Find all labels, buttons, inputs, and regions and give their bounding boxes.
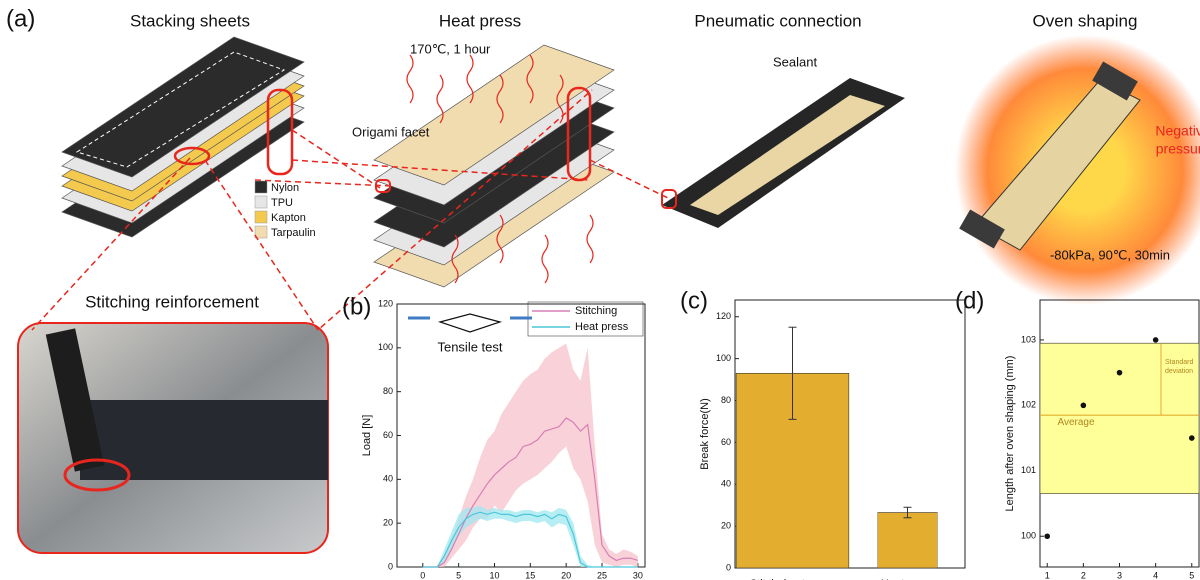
x-tick-label: 3 [1117,570,1122,580]
y-tick-label: 101 [1021,465,1036,475]
stitching-title: Stitching reinforcement [85,292,259,311]
legend-swatch [255,181,267,193]
y-tick-label: 0 [388,561,393,571]
y-tick-label: 60 [721,437,731,447]
data-point [1117,370,1123,376]
annotation: Negative [1155,123,1200,139]
step-title: Heat press [439,11,521,30]
step-title: Stacking sheets [130,11,250,30]
y-axis-label: Break force(N) [699,398,711,470]
y-axis-label: Load [N] [361,415,373,457]
annotation: pressure [1156,141,1200,157]
data-point [1044,533,1050,539]
photo-fabric [80,400,328,480]
x-tick-label: 0 [420,570,425,580]
annotation: -80kPa, 90℃, 30min [1050,247,1170,262]
y-tick-label: 40 [383,474,393,484]
y-tick-label: 103 [1021,334,1036,344]
y-tick-label: 20 [721,521,731,531]
y-tick-label: 80 [721,395,731,405]
annotation: Standard [1165,359,1194,366]
panel-label: (b) [342,293,371,320]
y-tick-label: 40 [721,479,731,489]
x-tick-label: 1 [1045,570,1050,580]
legend-label: TPU [271,197,293,209]
legend-label: Nylon [271,182,299,194]
x-tick-label: 5 [456,570,461,580]
heat-wave [407,55,413,103]
y-tick-label: 20 [383,518,393,528]
x-tick-label: 2 [1081,570,1086,580]
heat-wave [542,235,548,283]
y-tick-label: 102 [1021,400,1036,410]
y-tick-label: 100 [1021,531,1036,541]
step-title: Oven shaping [1033,11,1138,30]
y-tick-label: 120 [716,311,731,321]
legend-label: Kapton [271,212,306,224]
legend-label: Stitching [575,305,617,317]
y-tick-label: 0 [726,562,731,572]
paper-icon [440,314,500,332]
legend-swatch [255,226,267,238]
x-tick-label: 4 [1153,570,1158,580]
panel-label: (c) [680,287,708,314]
annotation: deviation [1165,368,1193,375]
heat-wave [587,215,593,263]
y-axis-label: Length after oven shaping (mm) [1004,356,1016,512]
y-tick-label: 120 [378,298,393,308]
annotation: Average [1057,417,1095,428]
y-tick-label: 80 [383,386,393,396]
legend-swatch [255,196,267,208]
legend-label: Tarpaulin [271,227,316,239]
panel-label: (a) [6,5,35,32]
annotation: Origami facet [352,124,430,139]
x-tick-label: 5 [1189,570,1194,580]
x-tick-label: 25 [597,570,607,580]
legend-label: Heat press [575,321,629,333]
y-tick-label: 60 [383,430,393,440]
panel-label: (d) [955,287,984,314]
y-tick-label: 100 [716,353,731,363]
origami [690,95,885,215]
annotation: Tensile test [437,339,502,354]
data-point [1189,435,1195,441]
x-tick-label: 10 [489,570,499,580]
bar [878,513,938,568]
legend-swatch [255,211,267,223]
figure: (a) Stacking sheets Heat press Pneumatic… [0,0,1200,580]
data-point [1153,337,1159,343]
y-tick-label: 100 [378,342,393,352]
x-tick-label: 20 [561,570,571,580]
x-tick-label: 30 [633,570,643,580]
annotation: 170℃, 1 hour [410,41,491,56]
data-point [1081,403,1087,409]
annotation: Sealant [773,54,817,69]
step-title: Pneumatic connection [694,11,861,30]
x-tick-label: 15 [525,570,535,580]
